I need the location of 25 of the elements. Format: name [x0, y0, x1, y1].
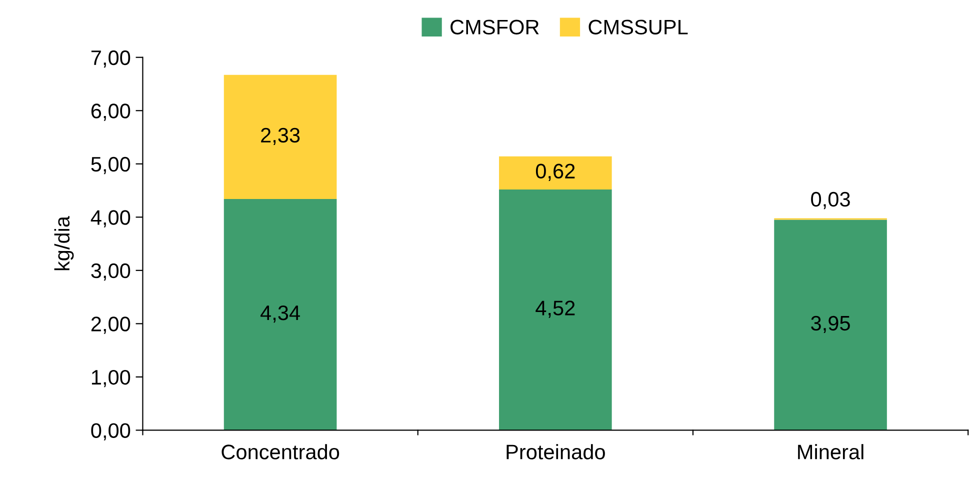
data-label: 3,95 [811, 316, 850, 334]
bar [224, 199, 337, 430]
legend-label: CMSFOR [450, 20, 539, 34]
bar [499, 156, 612, 190]
y-axis-title: kg/dia [54, 216, 74, 270]
bar [774, 220, 887, 430]
legend-label: CMSSUPL [588, 20, 688, 34]
y-tick-label: 4,00 [90, 210, 130, 228]
y-tick-label: 0,00 [91, 423, 130, 440]
y-tick-label: 3,00 [91, 263, 130, 281]
x-tick-label: Concentrado [222, 444, 340, 460]
bar [499, 189, 612, 430]
data-label: 0,03 [811, 192, 850, 210]
data-label: 4,34 [260, 305, 300, 323]
y-tick-label: 1,00 [92, 370, 130, 388]
y-tick-label: 7,00 [91, 50, 130, 68]
data-label: 2,33 [261, 128, 300, 146]
x-tick-label: Mineral [798, 444, 864, 460]
data-label: 0,62 [536, 164, 575, 181]
data-label: 4,52 [536, 300, 575, 318]
y-tick-label: 2,00 [91, 316, 130, 334]
bar [224, 74, 337, 200]
y-tick-label: 6,00 [91, 104, 130, 121]
x-tick-label: Proteinado [506, 444, 605, 460]
y-tick-label: 5,00 [91, 156, 130, 174]
